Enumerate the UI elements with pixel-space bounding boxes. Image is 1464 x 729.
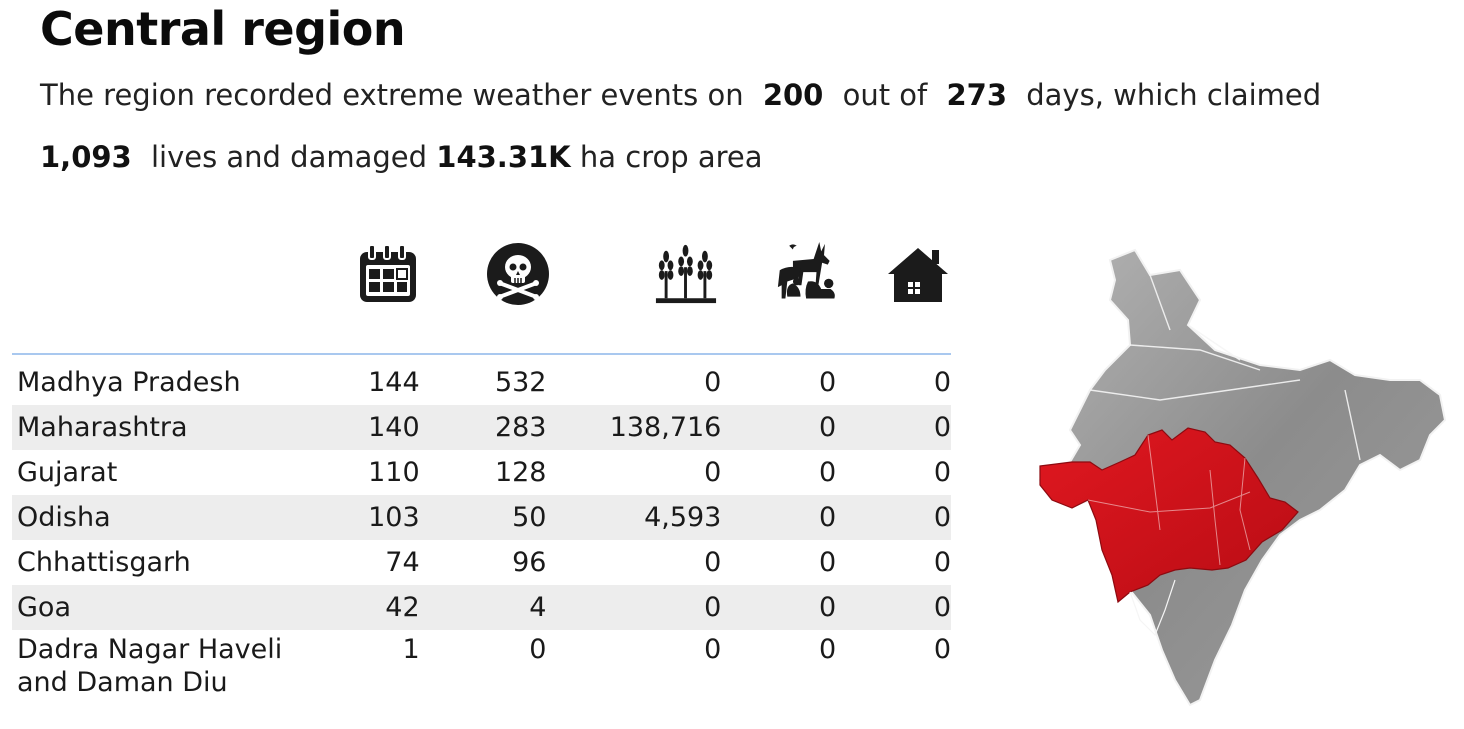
houses-cell: 0: [836, 405, 951, 450]
days-suffix: days, which claimed: [1026, 78, 1322, 112]
summary-prefix: The region recorded extreme weather even…: [40, 78, 744, 112]
houses-cell: 0: [933, 634, 951, 665]
summary-line-2: 1,093 lives and damaged 143.31K ha crop …: [40, 140, 763, 174]
out-of-label: out of: [842, 78, 928, 112]
table-row: Odisha 103 50 4,593 0 0: [12, 495, 951, 540]
days-cell: 110: [368, 457, 420, 488]
animals-cell: 0: [818, 547, 837, 578]
deaths-cell: 128: [494, 457, 547, 488]
crop-cell: 0: [546, 585, 722, 630]
deaths-cell: 50: [419, 495, 547, 540]
house-icon: [886, 238, 950, 310]
table-row: Gujarat 110 128 0 0 0: [12, 450, 951, 495]
animals-cell: 0: [818, 634, 837, 665]
table-row: Dadra Nagar Haveli and Daman Diu 1 0 0 0…: [12, 630, 951, 698]
days-affected-value: 200: [762, 78, 824, 112]
crop-cell: 138,716: [546, 405, 722, 450]
state-name: Goa: [12, 585, 337, 630]
animals-cell: 0: [818, 367, 837, 398]
state-name-line-2: and Daman Diu: [17, 667, 228, 698]
animals-icon: [776, 238, 840, 310]
days-cell: 140: [336, 405, 420, 450]
animals-cell: 0: [818, 457, 837, 488]
state-name: Madhya Pradesh: [17, 367, 241, 398]
page-title: Central region: [40, 2, 406, 56]
crop-wheat-icon: [654, 238, 718, 310]
crop-area-value: 143.31K: [436, 140, 571, 174]
animals-cell: 0: [721, 405, 837, 450]
summary-line-1: The region recorded extreme weather even…: [40, 78, 1321, 112]
animals-cell: 0: [721, 495, 837, 540]
days-total-value: 273: [946, 78, 1008, 112]
crop-cell: 0: [704, 367, 722, 398]
state-name: Dadra Nagar Haveli and Daman Diu: [12, 630, 337, 698]
houses-cell: 0: [933, 367, 951, 398]
lives-text: lives and damaged: [150, 140, 428, 174]
table-row: Goa 42 4 0 0 0: [12, 585, 951, 630]
houses-cell: 0: [933, 547, 951, 578]
days-cell: 42: [336, 585, 420, 630]
header-divider: [12, 353, 951, 355]
table-row: Madhya Pradesh 144 532 0 0 0: [12, 360, 951, 405]
state-impact-table: Madhya Pradesh 144 532 0 0 0 Maharashtra…: [12, 360, 951, 698]
region-map: [1000, 230, 1464, 725]
animals-cell: 0: [721, 585, 837, 630]
crop-cell: 0: [704, 547, 722, 578]
crop-cell: 0: [704, 634, 722, 665]
crop-suffix: ha crop area: [579, 140, 763, 174]
houses-cell: 0: [933, 457, 951, 488]
crop-cell: 4,593: [546, 495, 722, 540]
days-cell: 144: [368, 367, 420, 398]
days-cell: 74: [385, 547, 420, 578]
days-cell: 103: [336, 495, 420, 540]
table-row: Chhattisgarh 74 96 0 0 0: [12, 540, 951, 585]
deaths-cell: 283: [419, 405, 547, 450]
crop-cell: 0: [704, 457, 722, 488]
state-name-line-1: Dadra Nagar Haveli: [17, 634, 283, 665]
lives-lost-value: 1,093: [40, 140, 132, 174]
days-cell: 1: [402, 634, 420, 665]
state-name: Chhattisgarh: [17, 547, 191, 578]
calendar-icon: [356, 238, 420, 310]
skull-crossbones-icon: [486, 238, 550, 310]
deaths-cell: 96: [512, 547, 547, 578]
houses-cell: 0: [836, 495, 951, 540]
state-name: Gujarat: [17, 457, 118, 488]
table-row: Maharashtra 140 283 138,716 0 0: [12, 405, 951, 450]
state-name: Maharashtra: [12, 405, 337, 450]
houses-cell: 0: [836, 585, 951, 630]
deaths-cell: 532: [494, 367, 547, 398]
deaths-cell: 0: [529, 634, 547, 665]
state-name: Odisha: [12, 495, 337, 540]
deaths-cell: 4: [419, 585, 547, 630]
column-header-icons: [0, 238, 960, 318]
